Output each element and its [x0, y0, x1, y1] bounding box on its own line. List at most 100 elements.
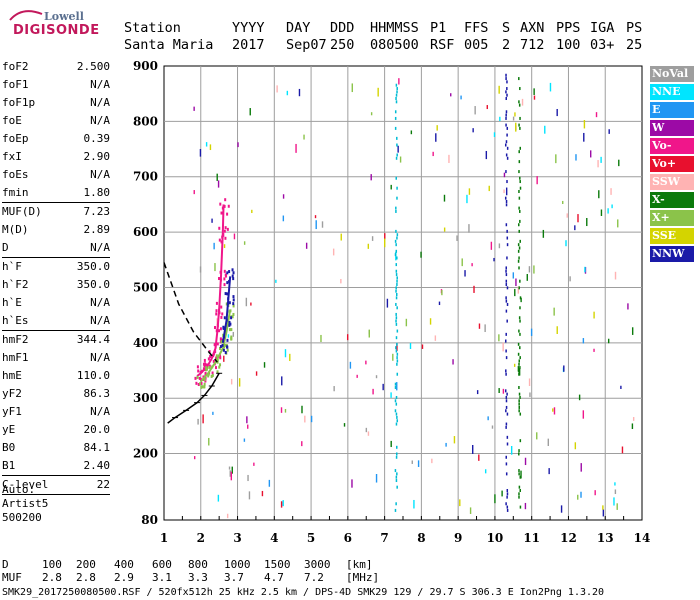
noise-dot	[193, 190, 195, 195]
interference-trace	[395, 269, 398, 273]
echo-point	[231, 268, 234, 272]
muf-cell: 7.2	[304, 571, 324, 584]
x-tick-label: 12	[560, 531, 577, 545]
interference-trace	[505, 77, 507, 81]
interference-trace	[517, 243, 520, 247]
legend-item-nne: NNE	[650, 84, 694, 100]
noise-dot	[452, 359, 454, 365]
echo-point	[210, 374, 213, 378]
noise-dot	[193, 106, 195, 111]
interference-trace	[396, 256, 398, 260]
interference-trace	[519, 395, 521, 399]
noise-dot	[396, 382, 398, 391]
noise-dot	[472, 444, 474, 454]
echo-point	[208, 350, 211, 354]
echo-trace-line	[221, 276, 232, 343]
echo-point	[232, 304, 235, 308]
header-label-8: AXN	[520, 20, 545, 36]
x-tick-label: 9	[454, 531, 462, 545]
echo-point	[228, 320, 231, 324]
noise-dot	[560, 505, 563, 513]
distance-cell: 1000	[224, 558, 251, 571]
echo-point	[195, 381, 198, 385]
noise-dot	[611, 204, 613, 209]
echo-point	[224, 350, 227, 354]
noise-dot	[247, 474, 249, 482]
echo-point	[230, 337, 233, 341]
noise-dot	[399, 156, 402, 163]
interference-trace	[506, 319, 508, 323]
noise-dot	[590, 150, 592, 158]
x-tick-label: 7	[380, 531, 388, 545]
muf-cell: 4.7	[264, 571, 284, 584]
interference-trace	[395, 156, 398, 160]
extrapolated-profile	[163, 262, 218, 363]
x-tick-label: 3	[233, 531, 241, 545]
noise-dot	[310, 415, 313, 423]
header-label-11: PS	[626, 20, 643, 36]
header-label-9: PPS	[556, 20, 581, 36]
noise-dot	[593, 348, 595, 352]
x-tick-label: 1	[160, 531, 168, 545]
noise-dot	[544, 125, 546, 134]
interference-trace	[395, 322, 398, 326]
echo-point	[215, 309, 218, 313]
noise-dot	[498, 334, 500, 342]
interference-trace	[396, 362, 398, 366]
interference-trace	[394, 469, 397, 473]
logo-digisonde: DIGISONDE	[13, 23, 100, 38]
noise-dot	[574, 442, 577, 450]
noise-dot	[230, 378, 233, 385]
echo-point	[219, 363, 222, 367]
echo-point	[208, 365, 211, 369]
noise-dot	[542, 229, 545, 238]
noise-dot	[501, 490, 503, 497]
header-value-8: 712	[520, 37, 545, 53]
digisonde-logo: Lowell DIGISONDE	[4, 6, 114, 46]
noise-dot	[533, 95, 536, 100]
interference-trace	[505, 409, 507, 413]
distance-label: D	[2, 558, 9, 571]
interference-trace	[395, 93, 398, 97]
echo-point	[225, 302, 228, 306]
echo-point	[221, 312, 224, 316]
interference-trace	[505, 273, 508, 277]
echo-point	[197, 369, 200, 373]
param-row: fmin 1.80	[2, 184, 110, 203]
interference-trace	[518, 359, 521, 363]
echo-point	[219, 356, 222, 360]
param-name: foE	[2, 114, 22, 127]
y-tick-label: 800	[133, 114, 158, 128]
interference-trace	[518, 409, 520, 413]
noise-dot	[566, 213, 568, 218]
x-tick-label: 6	[344, 531, 352, 545]
interference-trace	[395, 296, 398, 300]
noise-dot	[246, 416, 248, 424]
param-value: 7.23	[83, 205, 111, 218]
noise-dot	[493, 257, 495, 262]
interference-trace	[396, 306, 398, 310]
interference-trace	[395, 479, 398, 483]
noise-dot	[524, 457, 527, 466]
legend-item-w: W	[650, 120, 694, 136]
noise-dot	[321, 221, 324, 228]
interference-trace	[506, 286, 509, 290]
interference-trace	[506, 492, 509, 496]
param-name: hmE	[2, 369, 22, 382]
interference-trace	[506, 87, 508, 91]
param-name: h`Es	[2, 314, 29, 327]
echo-point	[230, 328, 233, 332]
noise-dot	[602, 505, 604, 510]
noise-dot	[453, 436, 456, 444]
echo-point	[219, 327, 222, 331]
echo-point	[201, 385, 204, 389]
header-value-3: 250	[330, 37, 355, 53]
noise-dot	[305, 242, 308, 249]
interference-trace	[396, 90, 398, 94]
noise-dot	[396, 343, 398, 351]
y-tick-label: 600	[133, 225, 158, 239]
echo-point	[230, 335, 233, 339]
noise-dot	[448, 154, 450, 163]
interference-trace	[505, 299, 508, 303]
header-label-1: YYYY	[232, 20, 265, 36]
